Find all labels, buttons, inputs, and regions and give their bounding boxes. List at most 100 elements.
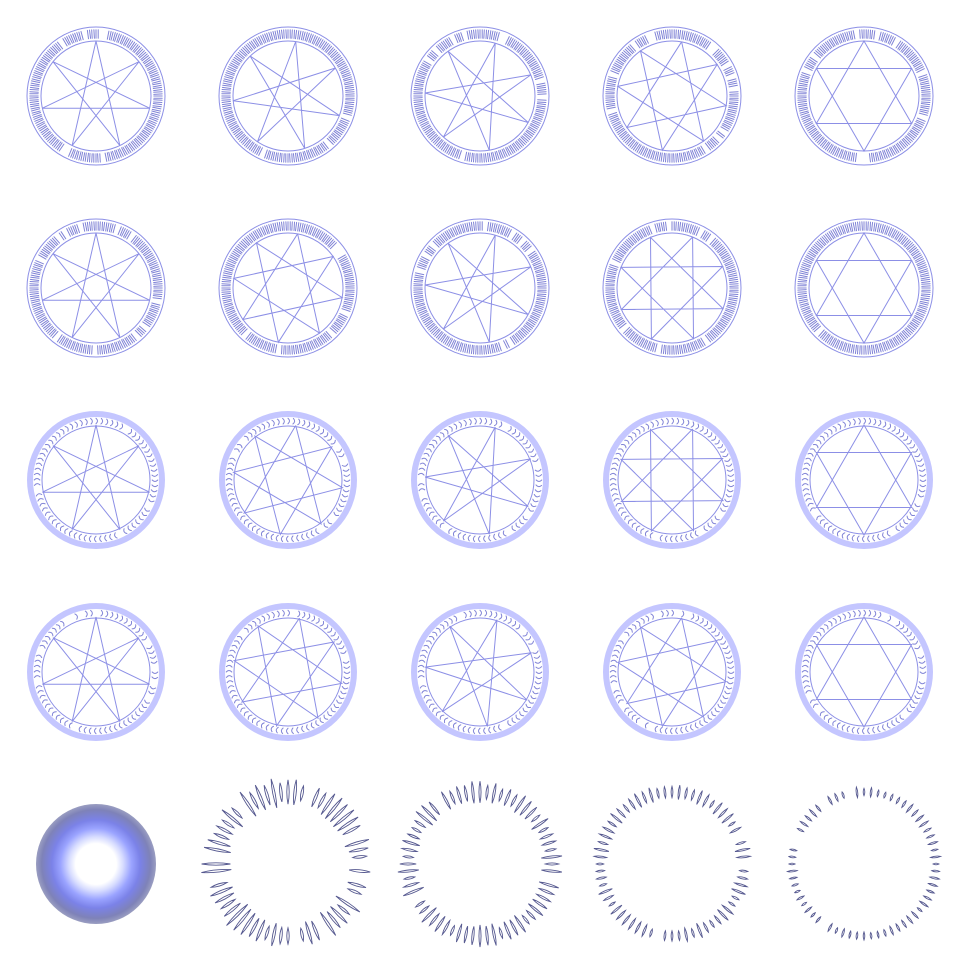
magic-circle-octagram (576, 384, 768, 576)
octagram-star (616, 617, 728, 728)
rune-ring (417, 417, 543, 543)
flame-ring-graphic (201, 778, 371, 947)
magic-circle-graphic (603, 603, 741, 741)
outer-ring (795, 603, 933, 741)
rune-ring (221, 221, 355, 355)
magic-circle-octagram (192, 576, 384, 768)
outer-ring (603, 603, 741, 741)
inner-ring (616, 40, 728, 152)
magic-circle-heptagram (384, 384, 576, 576)
rune-ring (609, 417, 735, 543)
magic-circle-hexagram (768, 576, 960, 768)
inner-ring (41, 425, 151, 535)
magic-circle-heptagram (192, 0, 384, 192)
magic-circle-graphic (219, 603, 357, 741)
magic-circle-heptagram (384, 0, 576, 192)
magic-circle-heptagram (384, 576, 576, 768)
flame-ring (192, 768, 384, 960)
heptagram-star (42, 40, 150, 146)
inner-ring (233, 617, 343, 727)
flame-strokes (592, 784, 753, 944)
magic-circle-octagram (576, 576, 768, 768)
octagram-star (232, 425, 344, 536)
rune-ring (29, 221, 163, 355)
magic-circle-graphic (602, 26, 742, 166)
inner-ring (232, 40, 344, 152)
heptagram-star (425, 619, 532, 727)
outer-ring (26, 26, 166, 166)
inner-ring (617, 617, 727, 727)
inner-ring (808, 232, 920, 344)
octagram-star (232, 617, 344, 728)
rune-ring (221, 29, 355, 163)
heptagram-star (424, 42, 532, 151)
magic-circle-graphic (794, 26, 934, 166)
magic-circle-heptagram (384, 192, 576, 384)
rune-ring (33, 609, 159, 735)
outer-ring (411, 411, 549, 549)
outer-ring (219, 411, 357, 549)
magic-circle-graphic (218, 26, 358, 166)
heptagram-star (42, 424, 150, 530)
inner-ring (233, 425, 343, 535)
inner-ring (424, 40, 536, 152)
rune-ring (413, 29, 547, 163)
flame-ring (576, 768, 768, 960)
flame-ring-graphic (785, 785, 943, 942)
octagram-star (232, 233, 344, 344)
radial-glow (36, 804, 156, 924)
flame-ring-graphic (592, 784, 753, 944)
magic-circle-graphic (218, 218, 358, 358)
magic-circle-octagram (192, 192, 384, 384)
magic-circle-heptagram (0, 192, 192, 384)
inner-ring (41, 617, 151, 727)
rune-ring (413, 221, 547, 355)
outer-ring (602, 26, 742, 166)
magic-circle-heptagram (0, 576, 192, 768)
heptagram-star (42, 232, 150, 338)
outer-ring (219, 603, 357, 741)
outer-ring (795, 411, 933, 549)
outer-ring (410, 218, 550, 358)
magic-circle-graphic (794, 218, 934, 358)
hexagram-star (815, 423, 913, 537)
outer-ring (794, 218, 934, 358)
inner-ring (424, 232, 536, 344)
rune-ring (797, 221, 931, 355)
flame-ring-graphic (397, 781, 563, 948)
outer-ring (27, 411, 165, 549)
magic-circle-graphic (26, 218, 166, 358)
outer-ring (602, 218, 742, 358)
rune-ring (797, 29, 931, 163)
octagram-star (619, 236, 725, 341)
outer-ring (410, 26, 550, 166)
outer-ring (27, 603, 165, 741)
heptagram-star (424, 234, 532, 343)
inner-ring (808, 40, 920, 152)
magic-circle-graphic (411, 411, 549, 549)
rune-ring (801, 417, 927, 543)
heptagram-star (233, 41, 340, 149)
outer-ring (603, 411, 741, 549)
magic-circle-heptagram (0, 0, 192, 192)
magic-circle-hexagram (768, 0, 960, 192)
heptagram-star (424, 426, 532, 535)
magic-circle-hexagram (768, 192, 960, 384)
magic-circle-octagram (576, 192, 768, 384)
outer-ring (26, 218, 166, 358)
rune-ring (605, 29, 739, 163)
octagram-star (616, 41, 728, 152)
flame-ring (768, 768, 960, 960)
octagram-star (619, 428, 725, 533)
magic-circle-graphic (27, 411, 165, 549)
rune-ring (417, 609, 543, 735)
magic-circle-graphic (795, 603, 933, 741)
magic-circle-graphic (410, 218, 550, 358)
magic-circle-graphic (27, 603, 165, 741)
inner-ring (809, 425, 919, 535)
rune-ring (801, 609, 927, 735)
outer-ring (218, 218, 358, 358)
inner-ring (425, 425, 535, 535)
inner-ring (809, 617, 919, 727)
